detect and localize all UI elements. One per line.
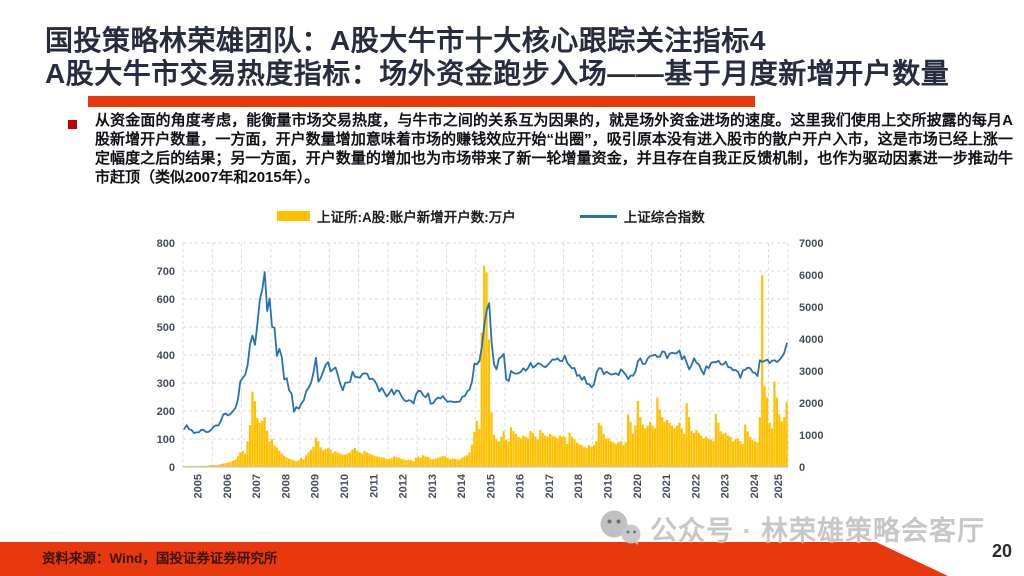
bullet-square-icon — [68, 120, 77, 129]
svg-text:0: 0 — [799, 462, 805, 474]
title-line-2: A股大牛市交易热度指标：场外资金跑步入场——基于月度新增开户数量 — [45, 58, 950, 89]
page-number: 20 — [991, 541, 1012, 561]
svg-text:2009: 2009 — [310, 474, 322, 498]
svg-text:2014: 2014 — [456, 473, 468, 498]
svg-text:200: 200 — [157, 406, 175, 418]
title-underline-bar — [88, 96, 755, 107]
svg-text:2008: 2008 — [281, 474, 293, 498]
svg-text:2021: 2021 — [661, 474, 673, 498]
svg-text:2023: 2023 — [720, 474, 732, 498]
svg-text:0: 0 — [169, 462, 175, 474]
svg-text:1000: 1000 — [799, 430, 823, 442]
svg-text:500: 500 — [157, 322, 175, 334]
title-block: 国投策略林荣雄团队：A股大牛市十大核心跟踪关注指标4 A股大牛市交易热度指标：场… — [45, 24, 1020, 90]
svg-text:2016: 2016 — [515, 474, 527, 498]
legend-label-index: 上证综合指数 — [623, 210, 705, 225]
title-line-1: 国投策略林荣雄团队：A股大牛市十大核心跟踪关注指标4 — [45, 25, 766, 56]
svg-text:2025: 2025 — [773, 474, 785, 498]
svg-text:2005: 2005 — [193, 474, 205, 498]
svg-text:700: 700 — [157, 266, 175, 278]
legend-bar-swatch-icon — [277, 211, 310, 221]
svg-text:2022: 2022 — [690, 474, 702, 498]
source-note: 资料来源：Wind，国投证券证券研究所 — [42, 551, 278, 566]
watermark: 公众号 · 林荣雄策略会客厅 — [598, 508, 985, 548]
svg-text:2007: 2007 — [251, 474, 263, 498]
svg-text:2011: 2011 — [368, 474, 380, 498]
body-paragraph: 从资金面的角度考虑，能衡量市场交易热度，与牛市之间的关系互为因果的，就是场外资金… — [95, 112, 1013, 186]
svg-text:2015: 2015 — [485, 474, 497, 498]
legend-item-index: 上证综合指数 — [579, 206, 705, 226]
svg-text:6000: 6000 — [799, 270, 823, 282]
legend-item-accounts: 上证所:A股:账户新增开户数:万户 — [277, 206, 516, 226]
footer-band: 资料来源：Wind，国投证券证券研究所 — [0, 542, 948, 576]
svg-text:600: 600 — [157, 294, 175, 306]
svg-text:2019: 2019 — [603, 474, 615, 498]
svg-text:100: 100 — [157, 434, 175, 446]
svg-text:2012: 2012 — [398, 474, 410, 498]
combo-chart: 0 100 200 300 400 500 600 700 800 0 1000 2000 3000 40… — [157, 238, 824, 498]
wechat-icon — [600, 510, 641, 545]
svg-text:2006: 2006 — [222, 474, 234, 498]
svg-text:800: 800 — [157, 238, 175, 250]
svg-text:2017: 2017 — [544, 474, 556, 498]
legend-label-accounts: 上证所:A股:账户新增开户数:万户 — [317, 210, 516, 225]
svg-text:300: 300 — [157, 378, 175, 390]
svg-text:2020: 2020 — [632, 474, 644, 498]
svg-text:4000: 4000 — [799, 334, 823, 346]
svg-text:3000: 3000 — [799, 366, 823, 378]
legend-line-swatch-icon — [579, 214, 617, 218]
svg-text:2018: 2018 — [573, 474, 585, 498]
chart-legend: 上证所:A股:账户新增开户数:万户 上证综合指数 — [277, 206, 705, 226]
svg-text:7000: 7000 — [799, 238, 823, 250]
svg-text:5000: 5000 — [799, 302, 823, 314]
svg-text:400: 400 — [157, 350, 175, 362]
svg-text:2010: 2010 — [339, 474, 351, 498]
watermark-text: 公众号 · 林荣雄策略会客厅 — [650, 515, 985, 546]
svg-text:2013: 2013 — [427, 474, 439, 498]
svg-text:2024: 2024 — [749, 473, 761, 498]
svg-text:2000: 2000 — [799, 398, 823, 410]
